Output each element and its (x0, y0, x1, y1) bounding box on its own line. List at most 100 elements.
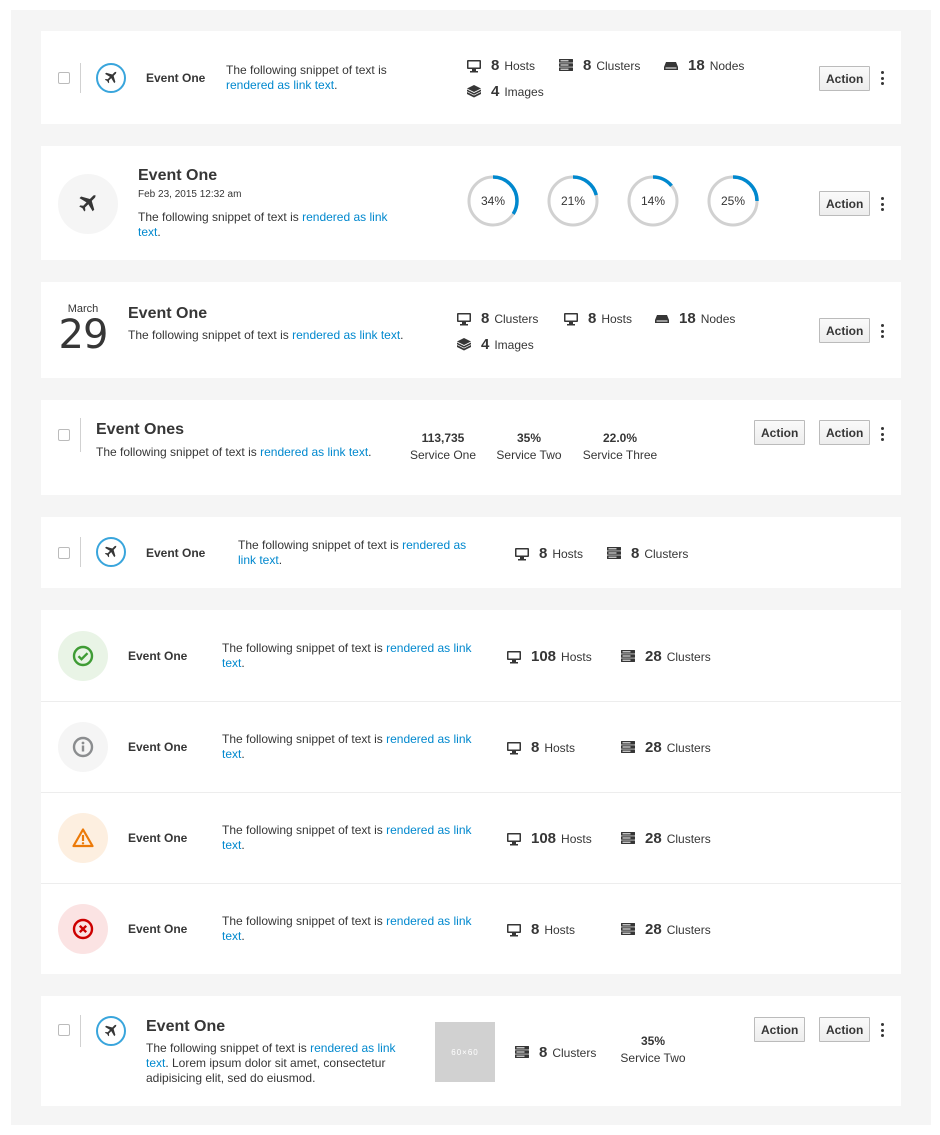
divider (80, 1015, 81, 1047)
divider (80, 418, 81, 452)
action-button[interactable]: Action (819, 66, 871, 91)
stat-clusters: 28 Clusters (620, 921, 711, 938)
stat-hosts: 8 Hosts (506, 921, 575, 938)
description-link[interactable]: rendered as link text (222, 641, 472, 670)
plane-icon (96, 1016, 126, 1046)
kebab-menu-icon[interactable] (880, 427, 884, 441)
list-item-4[interactable]: Event Ones The following snippet of text… (41, 400, 901, 495)
donut-arc (707, 175, 759, 227)
donut-arc (547, 175, 599, 227)
info-circle-icon (58, 722, 108, 772)
description-link[interactable]: rendered as link text (222, 914, 472, 943)
date-block: March 29 (53, 303, 113, 355)
service-three: 22.0% Service Three (582, 431, 658, 462)
date-month: March (67, 303, 99, 315)
description-link[interactable]: rendered as link text (222, 823, 472, 852)
list-item-3[interactable]: March 29 Event One The following snippet… (41, 282, 901, 378)
item-description: The following snippet of text is rendere… (222, 732, 472, 761)
stat-clusters: 8 Clusters (558, 57, 640, 74)
stat-clusters: 28 Clusters (620, 648, 711, 665)
layers-icon (456, 337, 472, 353)
action-button-secondary[interactable]: Action (819, 420, 871, 445)
row-divider (41, 792, 901, 793)
status-list-group: Event One The following snippet of text … (41, 610, 901, 974)
kebab-menu-icon[interactable] (880, 324, 884, 338)
kebab-menu-icon[interactable] (880, 71, 884, 85)
monitor-icon (506, 740, 522, 756)
status-row-info[interactable]: Event One The following snippet of text … (41, 701, 901, 792)
action-button[interactable]: Action (819, 191, 871, 216)
description-link[interactable]: rendered as link text (222, 732, 472, 761)
stat-clusters: 28 Clusters (620, 739, 711, 756)
item-description: The following snippet of text is rendere… (146, 1041, 396, 1085)
action-button-primary[interactable]: Action (754, 1017, 806, 1042)
description-link[interactable]: rendered as link text (226, 78, 335, 92)
donut-label: 25% (720, 194, 746, 208)
date-day: 29 (58, 312, 109, 358)
server-icon (514, 1045, 530, 1061)
item-title: Event One (146, 1018, 226, 1035)
row-divider (41, 883, 901, 884)
stat-clusters: 8 Clusters (606, 545, 688, 562)
monitor-icon (506, 649, 522, 665)
item-description: The following snippet of text is rendere… (238, 538, 467, 567)
donut-chart-2: 21% (546, 174, 600, 228)
status-row-success[interactable]: Event One The following snippet of text … (41, 610, 901, 701)
server-icon (620, 740, 636, 756)
item-checkbox[interactable] (58, 1024, 70, 1036)
donut-chart-3: 14% (626, 174, 680, 228)
service-two: 35% Service Two (496, 431, 562, 462)
kebab-menu-icon[interactable] (880, 197, 884, 211)
item-checkbox[interactable] (58, 72, 70, 84)
description-link[interactable]: rendered as link text (260, 445, 369, 459)
item-checkbox[interactable] (58, 429, 70, 441)
server-icon (620, 831, 636, 847)
donut-label: 21% (560, 194, 586, 208)
warning-triangle-icon (58, 813, 108, 863)
list-item-last[interactable]: Event One The following snippet of text … (41, 996, 901, 1106)
action-button[interactable]: Action (819, 318, 871, 343)
action-button-secondary[interactable]: Action (819, 1017, 871, 1042)
thumbnail-image: 60×60 (435, 1022, 495, 1082)
service-one: 113,735 Service One (409, 431, 477, 462)
item-checkbox[interactable] (58, 547, 70, 559)
description-link[interactable]: rendered as link text (238, 538, 467, 567)
stat-hosts: 8 Hosts (514, 545, 583, 562)
stat-nodes: 18 Nodes (654, 310, 735, 327)
action-button-primary[interactable]: Action (754, 420, 806, 445)
list-item-1[interactable]: Event One The following snippet of text … (41, 31, 901, 124)
kebab-menu-icon[interactable] (880, 1023, 884, 1037)
plane-icon (96, 537, 126, 567)
divider (80, 63, 81, 93)
donut-chart-4: 25% (706, 174, 760, 228)
monitor-icon (506, 831, 522, 847)
item-date: Feb 23, 2015 12:32 am (138, 189, 242, 200)
item-description: The following snippet of text is rendere… (138, 210, 388, 239)
plane-icon (96, 63, 126, 93)
stat-nodes: 18 Nodes (663, 57, 744, 74)
monitor-icon (514, 546, 530, 562)
list-item-5[interactable]: Event One The following snippet of text … (41, 517, 901, 588)
stat-images: 4 Images (456, 336, 534, 353)
check-circle-icon (58, 631, 108, 681)
stat-hosts: 108 Hosts (506, 648, 592, 665)
node-icon (654, 311, 670, 327)
description-link[interactable]: rendered as link text (138, 210, 388, 239)
error-circle-icon (58, 904, 108, 954)
item-title: Event One (146, 71, 206, 85)
stat-images: 4 Images (466, 83, 544, 100)
item-title: Event One (128, 831, 188, 845)
divider (80, 537, 81, 567)
donut-label: 34% (480, 194, 506, 208)
status-row-warning[interactable]: Event One The following snippet of text … (41, 792, 901, 883)
stat-hosts: 8 Hosts (506, 739, 575, 756)
description-link[interactable]: rendered as link text (146, 1041, 396, 1070)
donut-chart-1: 34% (466, 174, 520, 228)
status-row-error[interactable]: Event One The following snippet of text … (41, 883, 901, 974)
node-icon (663, 58, 679, 74)
list-item-2[interactable]: Event One Feb 23, 2015 12:32 am The foll… (41, 146, 901, 260)
item-title: Event One (128, 740, 188, 754)
stat-clusters: 8 Clusters (456, 310, 538, 327)
item-description: The following snippet of text is rendere… (96, 445, 372, 459)
description-link[interactable]: rendered as link text (292, 328, 401, 342)
